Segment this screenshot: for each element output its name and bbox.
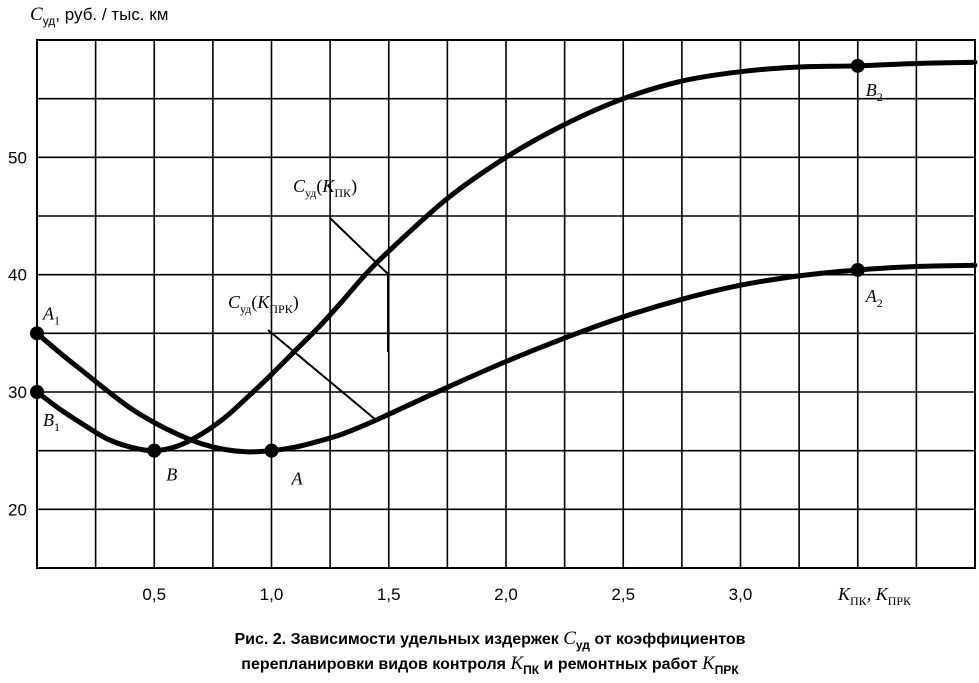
- series-line-0: [34, 59, 978, 454]
- point-label: A2: [865, 286, 883, 310]
- x-tick-label: 2,0: [494, 585, 518, 604]
- point-marker: [147, 443, 162, 458]
- point-marker: [30, 385, 44, 399]
- caption-line-2: перепланировки видов контроля KПК и ремо…: [241, 653, 739, 677]
- curves: [34, 59, 978, 455]
- y-tick-label: 40: [8, 266, 27, 285]
- point-label: B1: [43, 410, 60, 434]
- x-axis-label: KПК, KПРК: [837, 584, 912, 608]
- x-tick-label: 0,5: [142, 585, 166, 604]
- point-marker: [30, 326, 44, 341]
- leader-line-prk: [267, 329, 377, 421]
- point-label: B2: [866, 80, 883, 104]
- y-tick-label: 30: [8, 383, 27, 402]
- y-tick-labels: 20 30 40 50: [8, 148, 27, 519]
- x-tick-label: 3,0: [729, 585, 753, 604]
- point-label: A: [291, 469, 304, 489]
- point-marker: [850, 262, 865, 277]
- x-tick-label: 1,0: [260, 585, 284, 604]
- y-tick-label: 20: [8, 500, 27, 519]
- point-label: B: [166, 465, 177, 485]
- x-tick-label: 1,5: [377, 585, 401, 604]
- series-label-prk: Cуд(KПРК): [228, 292, 299, 316]
- point-marker: [850, 58, 865, 73]
- series-label-pk: Cуд(KПК): [293, 176, 357, 200]
- point-label: A1: [42, 303, 60, 327]
- x-tick-labels: 0,5 1,0 1,5 2,0 2,5 3,0: [142, 585, 752, 604]
- marked-points: A1 B1 B A B2 A2: [30, 58, 883, 489]
- series-line-1: [34, 262, 978, 455]
- x-tick-label: 2,5: [611, 585, 635, 604]
- y-tick-label: 50: [8, 148, 27, 167]
- leader-line-pk: [329, 217, 389, 275]
- y-axis-label: Cуд, руб. / тыс. км: [30, 4, 168, 28]
- grid: [36, 39, 976, 569]
- caption-line-1: Рис. 2. Зависимости удельных издержек Cу…: [234, 628, 745, 652]
- point-marker: [264, 443, 279, 458]
